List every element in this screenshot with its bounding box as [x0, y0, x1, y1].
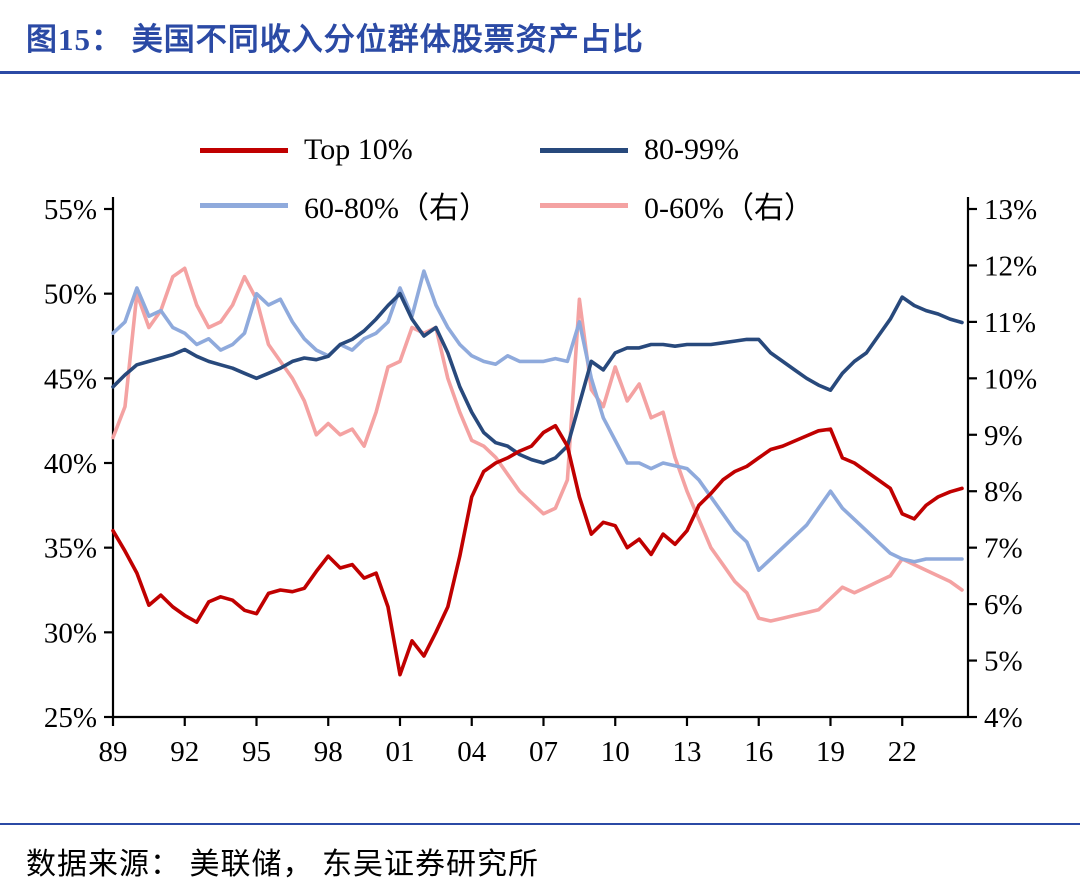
- income-percentile-stock-share-chart: 25% 30% 35% 40% 45% 50% 55% 4% 5% 6% 7% 8% 9% 10% 11% 1…: [44, 194, 1037, 768]
- axis-tick-label: 92: [170, 736, 199, 768]
- axis-tick-label: 40%: [44, 448, 97, 480]
- axis-tick-label: 9%: [984, 420, 1023, 452]
- axis-tick-label: 50%: [44, 279, 97, 311]
- axis-tick-label: 16: [744, 736, 773, 768]
- axis-tick-label: 89: [99, 736, 128, 768]
- axis-tick-label: 55%: [44, 194, 97, 226]
- axis-tick-label: 45%: [44, 363, 97, 395]
- axis-tick-label: 5%: [984, 646, 1023, 678]
- top-divider: [0, 71, 1080, 74]
- data-source: 数据来源： 美联储， 东吴证券研究所: [26, 848, 539, 881]
- axis-tick-label: 22: [888, 736, 917, 768]
- axis-tick-label: 01: [385, 736, 414, 768]
- axis-tick-label: 95: [242, 736, 271, 768]
- series-line-80-99%: [111, 291, 964, 465]
- axis-tick-label: 7%: [984, 533, 1023, 565]
- axis-tick-label: 4%: [984, 702, 1023, 734]
- axis-tick-label: 6%: [984, 589, 1023, 621]
- series-line-60-80%（右）: [111, 269, 964, 573]
- axis-tick-label: 11%: [984, 307, 1036, 339]
- axis-tick-label: 10%: [984, 363, 1037, 395]
- figure-title: 图15： 美国不同收入分位群体股票资产占比: [26, 22, 644, 57]
- series-line-0-60%（右）: [111, 266, 964, 623]
- axis-tick-label: 98: [314, 736, 343, 768]
- axis-tick-label: 13: [672, 736, 701, 768]
- axis-tick-label: 04: [457, 736, 487, 768]
- chart-area: Top 10% 80-99% 60-80%（右） 0-60%（右） 25% 30%…: [0, 77, 1080, 777]
- axis-tick-label: 8%: [984, 476, 1023, 508]
- bottom-divider: [0, 823, 1080, 825]
- series-line-Top 10%: [111, 423, 964, 677]
- axis-tick-label: 13%: [984, 194, 1037, 226]
- axis-tick-label: 30%: [44, 617, 97, 649]
- axis-tick-label: 25%: [44, 702, 97, 734]
- axis-tick-label: 12%: [984, 250, 1037, 282]
- axis-tick-label: 35%: [44, 533, 97, 565]
- axis-tick-label: 07: [529, 736, 558, 768]
- axis-tick-label: 10: [601, 736, 630, 768]
- axis-tick-label: 19: [816, 736, 845, 768]
